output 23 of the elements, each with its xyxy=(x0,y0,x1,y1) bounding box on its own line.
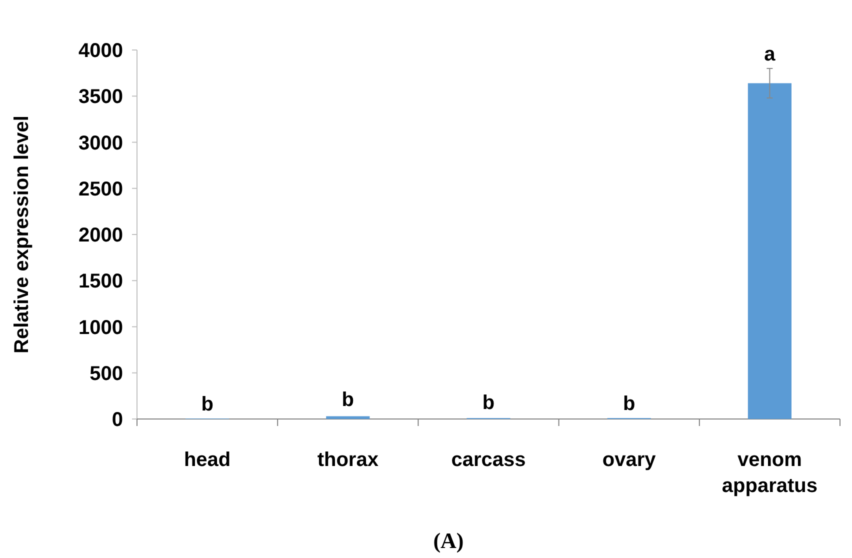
x-tick-label: head xyxy=(184,449,231,471)
x-tick-label: thorax xyxy=(317,449,378,471)
text: (A) xyxy=(433,528,464,553)
y-tick-label: 0 xyxy=(112,409,123,431)
annotation: a xyxy=(764,43,776,66)
y-tick-label: 4000 xyxy=(78,40,123,62)
y-tick-label: 3000 xyxy=(78,132,123,154)
x-tick-label: venom apparatus xyxy=(722,449,818,497)
bar xyxy=(748,83,792,419)
y-tick-label: 1500 xyxy=(78,270,123,293)
y-tick-label: 2000 xyxy=(78,224,123,246)
y-tick-label: 3500 xyxy=(78,86,123,108)
y-tick-label: 2500 xyxy=(78,178,123,200)
y-tick-label: 500 xyxy=(90,362,123,385)
y-axis-title: Relative expression level xyxy=(11,116,33,354)
bar xyxy=(326,416,370,419)
y-tick-label: 1000 xyxy=(78,316,123,339)
annotation: b xyxy=(342,388,354,411)
annotation: b xyxy=(622,392,636,415)
annotation: b xyxy=(201,394,214,416)
x-tick-label: ovary xyxy=(602,449,657,471)
annotation: b xyxy=(482,392,495,414)
x-tick-label: carcass xyxy=(451,449,526,471)
